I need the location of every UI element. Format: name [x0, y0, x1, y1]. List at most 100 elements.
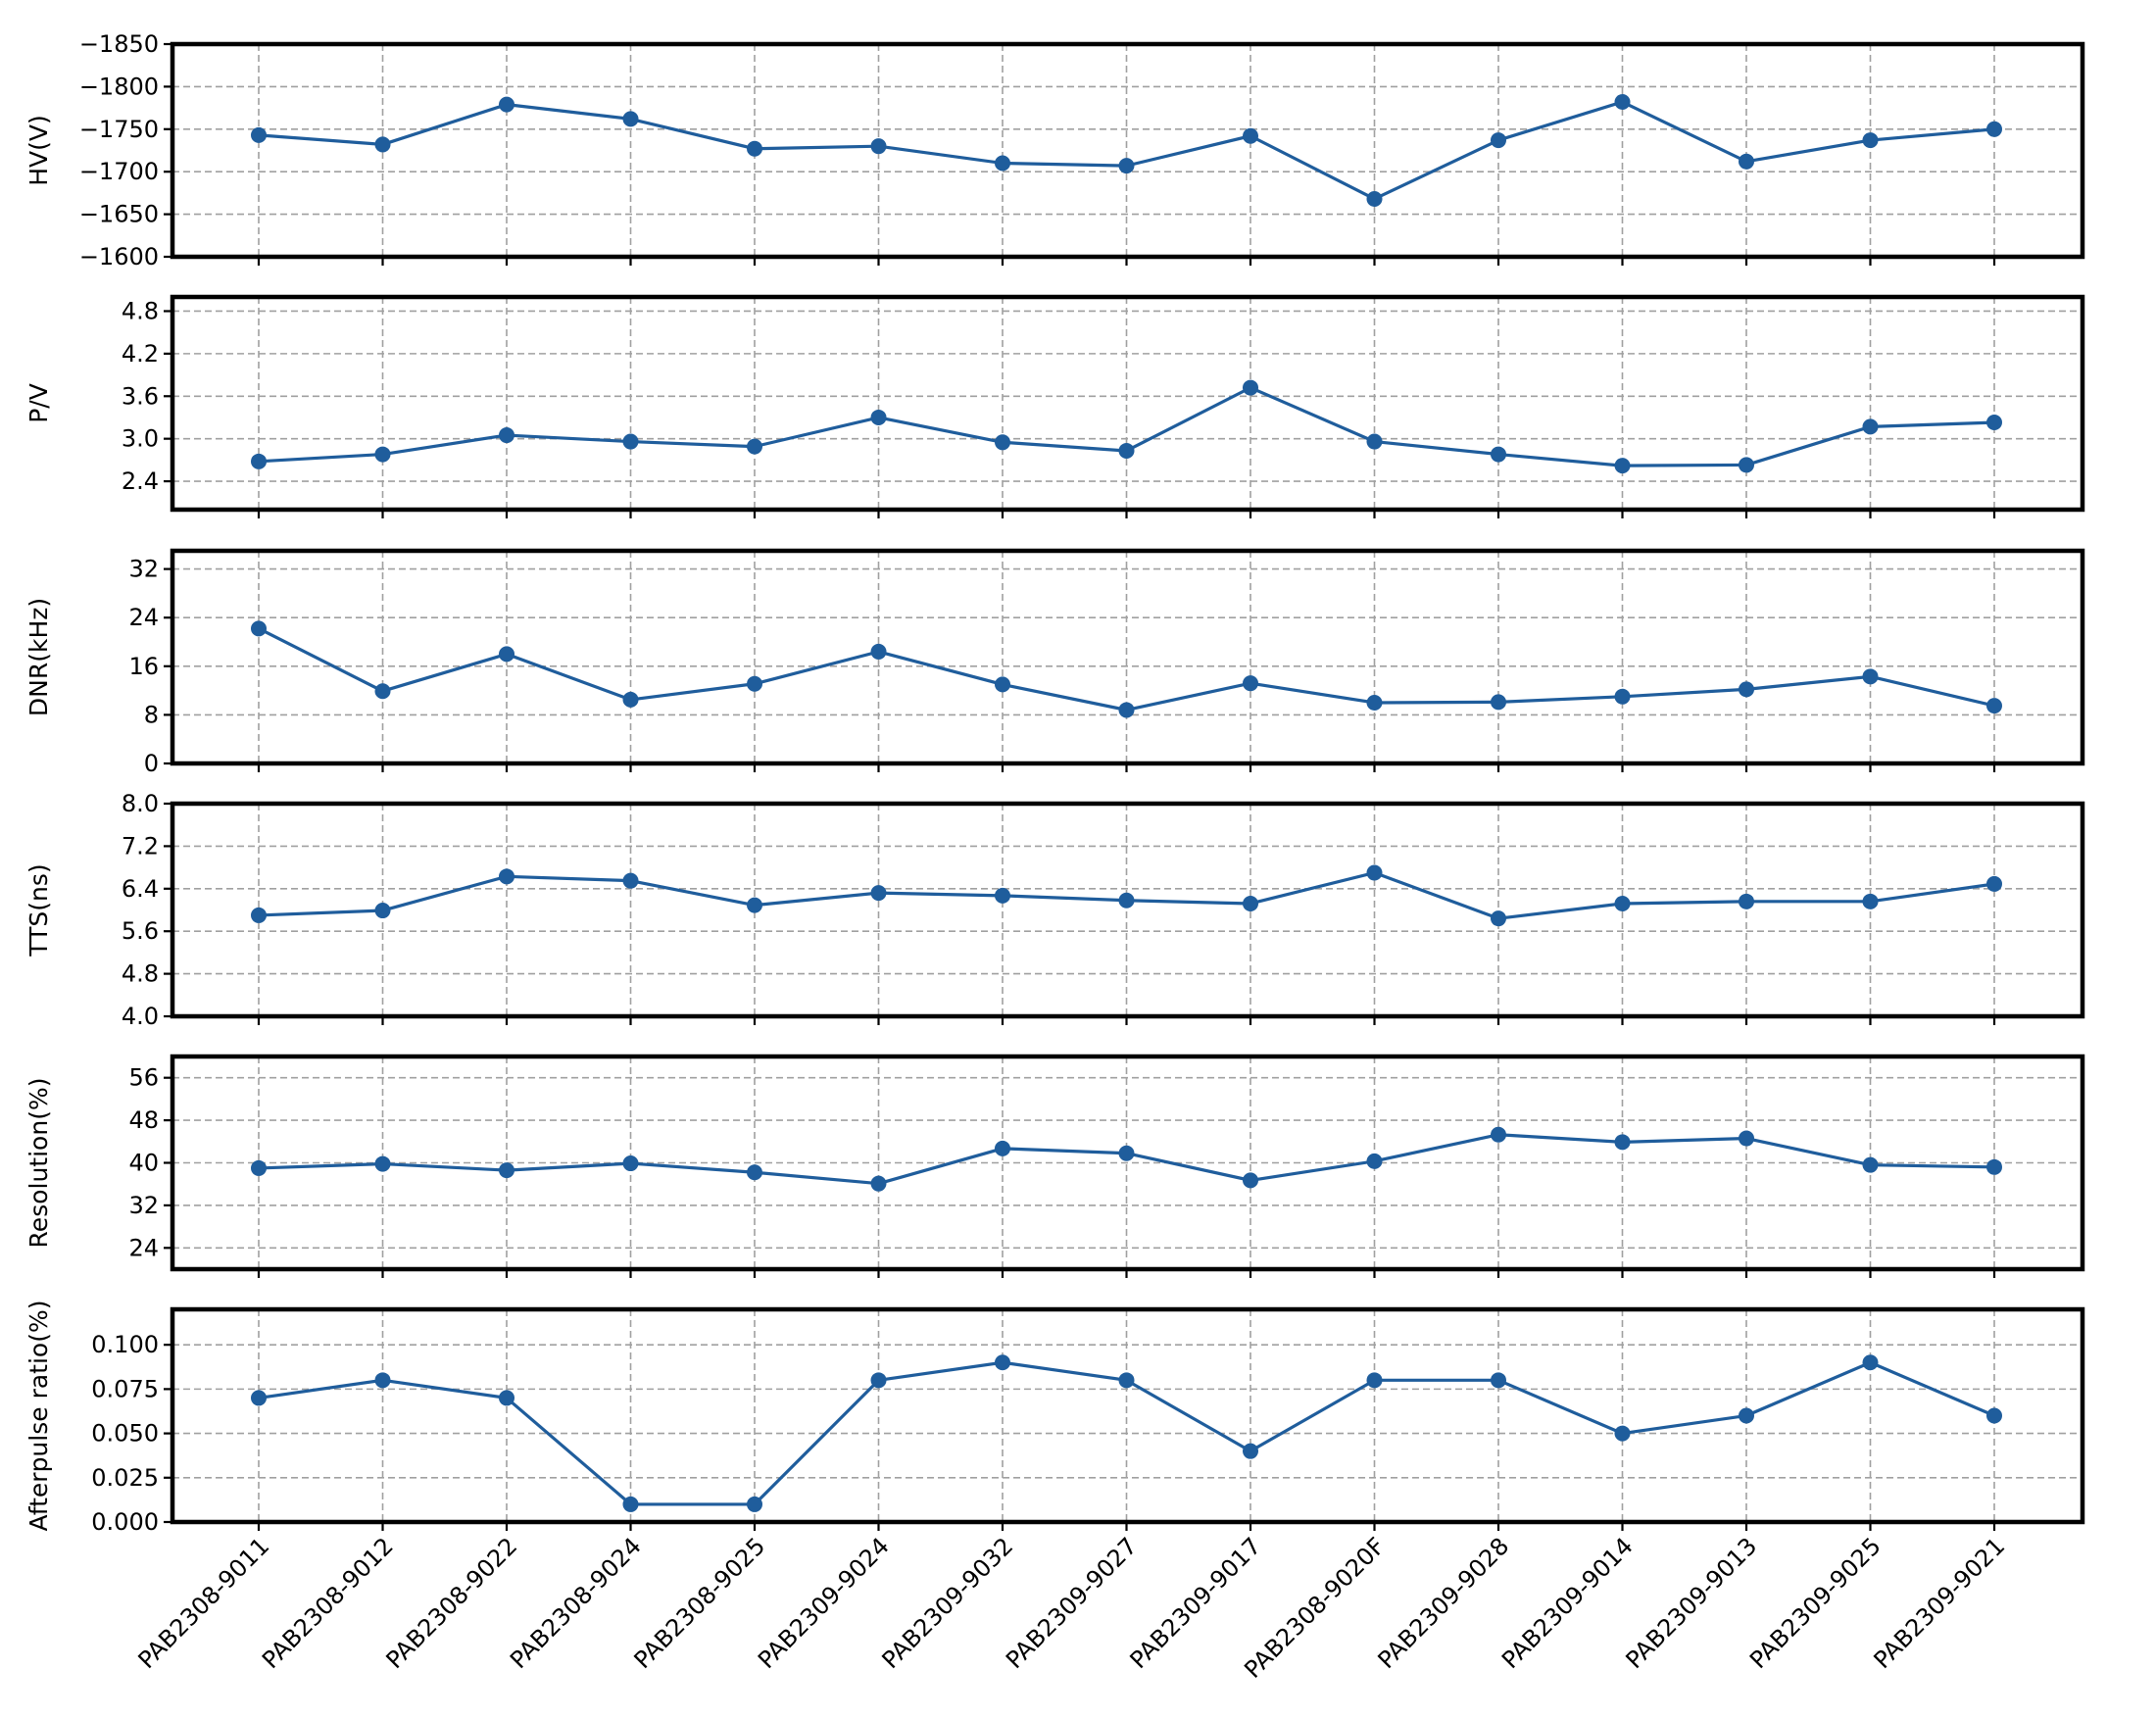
data-point: [622, 872, 639, 889]
panel-frame: [170, 1054, 2085, 1272]
data-point: [1614, 1134, 1631, 1151]
y-tick-label: 0.050: [91, 1420, 159, 1448]
y-tick-label: 0.075: [91, 1375, 159, 1402]
data-point: [251, 1390, 267, 1406]
data-point: [499, 1162, 514, 1179]
panel-5: 24 32 40 48 56 Resolution(%): [24, 1054, 2085, 1278]
data-point: [1862, 893, 1879, 909]
y-tick-label: 0.000: [91, 1508, 159, 1536]
data-point: [1862, 132, 1879, 149]
data-point: [622, 111, 639, 127]
x-tick-label: PAB2309-9013: [1621, 1532, 1763, 1674]
y-tick-label: 3.0: [122, 425, 159, 453]
data-point: [1862, 418, 1879, 435]
y-tick-label: −1800: [79, 73, 159, 100]
y-tick-label: 4.0: [122, 1003, 159, 1030]
data-point: [1862, 668, 1879, 685]
data-point: [374, 446, 391, 463]
panel-1: −1850 −1800 −1750 −1700 −1650 −1600 HV(V): [24, 30, 2085, 270]
data-point: [1739, 153, 1754, 170]
panel-frame: [170, 41, 2085, 260]
data-point: [1491, 694, 1506, 711]
panel-frame: [170, 294, 2085, 513]
y-tick-label: 4.2: [122, 340, 159, 368]
data-point: [1118, 892, 1135, 909]
data-point: [747, 897, 762, 913]
data-point: [499, 1390, 514, 1406]
data-point: [1243, 895, 1258, 911]
y-tick-label: 3.6: [122, 382, 159, 410]
data-point: [499, 868, 514, 885]
y-axis-label: P/V: [24, 383, 53, 423]
data-point: [622, 433, 639, 450]
x-tick-label: PAB2308-9024: [505, 1532, 647, 1674]
y-tick-label: 0.100: [91, 1331, 159, 1358]
data-point: [1739, 457, 1754, 473]
panel-3: 0 8 16 24 32 DNR(kHz): [24, 548, 2085, 777]
y-tick-label: 4.8: [122, 960, 159, 988]
data-point: [1986, 875, 2002, 892]
data-point: [1862, 1156, 1879, 1173]
data-point: [622, 1155, 639, 1172]
data-point: [1366, 1372, 1383, 1389]
y-tick-label: −1750: [79, 116, 159, 143]
data-point: [1862, 1354, 1879, 1371]
data-point: [374, 1155, 391, 1172]
data-point: [747, 1164, 762, 1181]
data-point: [499, 427, 514, 444]
data-point: [622, 1496, 639, 1512]
data-point: [1366, 1153, 1383, 1169]
data-point: [1118, 158, 1135, 174]
y-tick-label: 7.2: [122, 832, 159, 860]
y-tick-label: 8: [144, 701, 159, 728]
x-tick-label: PAB2309-9032: [877, 1532, 1019, 1674]
y-tick-label: 32: [128, 1192, 159, 1219]
y-tick-label: 40: [128, 1150, 159, 1177]
data-point: [870, 643, 887, 660]
data-point: [1739, 681, 1754, 698]
data-point: [1986, 1158, 2002, 1175]
data-point: [1243, 1172, 1258, 1189]
y-tick-label: 5.6: [122, 917, 159, 945]
data-point: [870, 1372, 887, 1389]
data-point: [1986, 121, 2002, 137]
data-point: [1118, 702, 1135, 718]
data-point: [870, 885, 887, 902]
y-axis-label: Afterpulse ratio(%): [24, 1301, 53, 1532]
x-tick-label: PAB2308-9012: [257, 1532, 399, 1674]
x-tick-label: PAB2308-9022: [381, 1532, 523, 1674]
data-point: [1118, 442, 1135, 459]
panel-4: 4.0 4.8 5.6 6.4 7.2 8.0 TTS(ns): [24, 790, 2085, 1030]
data-point: [995, 887, 1010, 904]
data-point: [1986, 698, 2002, 714]
data-point: [374, 903, 391, 919]
y-axis-label: DNR(kHz): [24, 598, 53, 716]
data-point: [251, 620, 267, 637]
data-point: [251, 453, 267, 469]
y-tick-label: 2.4: [122, 467, 159, 495]
y-tick-label: 56: [128, 1064, 159, 1092]
data-point: [374, 683, 391, 700]
data-point: [1366, 190, 1383, 207]
y-tick-label: 48: [128, 1106, 159, 1134]
panel-2: 2.4 3.0 3.6 4.2 4.8 P/V: [24, 294, 2085, 518]
y-tick-label: 16: [128, 653, 159, 680]
data-point: [870, 1175, 887, 1192]
panel-frame: [170, 801, 2085, 1019]
data-point: [499, 646, 514, 663]
y-tick-label: 0.025: [91, 1464, 159, 1492]
data-point: [1614, 94, 1631, 111]
panel-6: 0.000 0.025 0.050 0.075 0.100 Afterpulse rati…: [24, 1301, 2085, 1684]
y-axis-label: Resolution(%): [24, 1078, 53, 1249]
y-axis-label: TTS(ns): [24, 863, 53, 957]
data-point: [622, 691, 639, 708]
data-point: [870, 138, 887, 155]
y-axis-label: HV(V): [24, 115, 53, 186]
data-point: [1614, 895, 1631, 911]
data-point: [1739, 1407, 1754, 1424]
data-point: [1614, 688, 1631, 705]
data-point: [995, 155, 1010, 172]
data-point: [1366, 864, 1383, 881]
data-point: [1491, 1372, 1506, 1389]
